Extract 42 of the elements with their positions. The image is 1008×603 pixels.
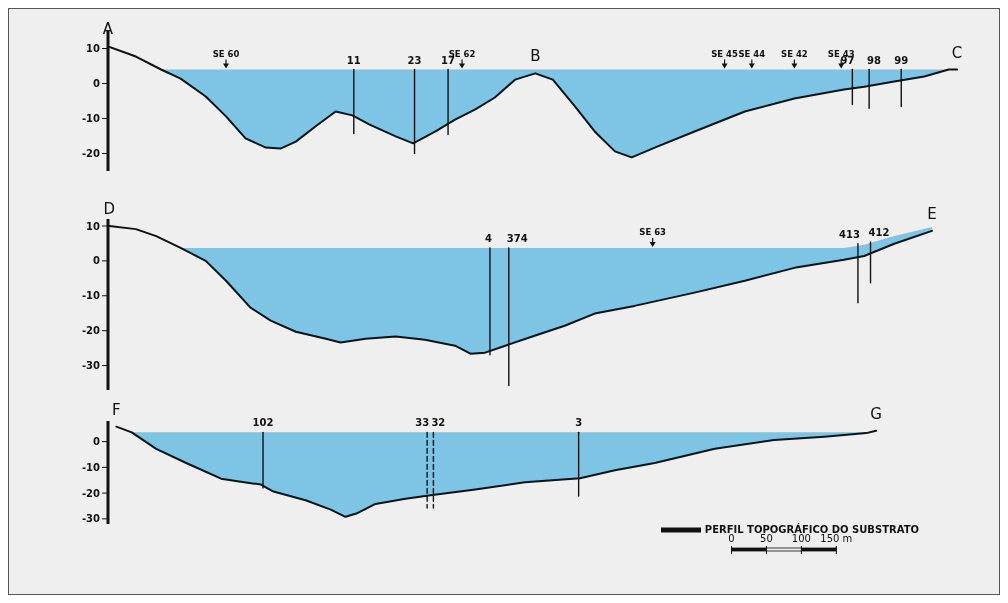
annotation: E bbox=[927, 204, 937, 223]
annotation: A bbox=[102, 20, 114, 39]
annotation: SE 44 bbox=[738, 48, 766, 59]
y-tick-label: -10 bbox=[81, 113, 101, 125]
series-label: 413 bbox=[839, 228, 860, 240]
series-label: 3 bbox=[575, 417, 583, 429]
y-tick-label: -30 bbox=[81, 360, 101, 372]
y-tick-label: -20 bbox=[81, 325, 101, 337]
y-tick-label: -20 bbox=[81, 148, 101, 160]
x-tick-label: 100 bbox=[791, 533, 811, 544]
annotation: D bbox=[103, 199, 116, 218]
legend-label: PERFIL TOPOGRÁFICO DO SUBSTRATO bbox=[704, 524, 919, 535]
y-tick-label: 0 bbox=[93, 78, 101, 90]
y-tick-label: 0 bbox=[93, 436, 101, 448]
series-label: 98 bbox=[867, 54, 882, 66]
series-label: 23 bbox=[407, 54, 422, 66]
annotation: SE 60 bbox=[212, 48, 240, 59]
annotation: G bbox=[870, 404, 882, 423]
series-label: 4 bbox=[484, 232, 492, 244]
series-label: 33 bbox=[415, 417, 430, 429]
y-tick-label: 10 bbox=[86, 43, 101, 55]
x-tick-label: 150 m bbox=[820, 533, 853, 544]
y-tick-label: -20 bbox=[81, 487, 101, 499]
series-label: 412 bbox=[868, 227, 890, 239]
series-label: 102 bbox=[252, 417, 274, 429]
annotation: SE 45 bbox=[711, 48, 739, 59]
y-tick-label: -10 bbox=[81, 461, 101, 473]
series-label: 374 bbox=[506, 232, 528, 244]
y-tick-label: -30 bbox=[81, 513, 101, 525]
x-tick-label: 0 bbox=[728, 533, 735, 544]
series-label: 11 bbox=[346, 54, 361, 66]
y-tick-label: 0 bbox=[93, 255, 101, 267]
series-label: 32 bbox=[431, 417, 446, 429]
y-tick-label: -10 bbox=[81, 290, 101, 302]
series-label: 99 bbox=[894, 54, 909, 66]
y-tick-label: 10 bbox=[86, 220, 101, 232]
annotation: F bbox=[112, 400, 121, 419]
x-tick-label: 50 bbox=[760, 533, 773, 544]
annotation: SE 42 bbox=[781, 48, 808, 59]
annotation: C bbox=[951, 43, 963, 62]
annotation: SE 63 bbox=[639, 226, 667, 237]
annotation: B bbox=[530, 47, 541, 66]
